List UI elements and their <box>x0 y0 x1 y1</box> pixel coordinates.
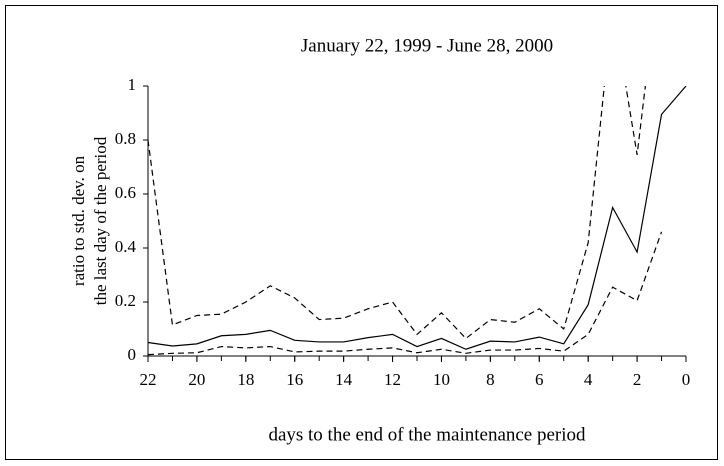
x-axis-label: days to the end of the maintenance perio… <box>268 424 586 445</box>
y-axis-label: ratio to std. dev. on <box>69 155 88 286</box>
frame <box>5 5 718 460</box>
x-tick-label: 22 <box>140 370 157 389</box>
y-axis-label: the last day of the period <box>91 136 110 305</box>
series-line <box>147 86 687 350</box>
series-line <box>147 86 646 340</box>
x-tick-label: 2 <box>633 370 642 389</box>
chart-title: January 22, 1999 - June 28, 2000 <box>301 35 553 56</box>
x-tick-label: 8 <box>486 370 495 389</box>
y-tick-label: 1 <box>128 75 137 94</box>
y-tick-label: 0.6 <box>115 183 136 202</box>
y-tick-label: 0 <box>128 345 137 364</box>
y-tick-label: 0.8 <box>115 129 136 148</box>
x-tick-label: 14 <box>335 370 353 389</box>
x-tick-label: 10 <box>433 370 450 389</box>
x-tick-label: 20 <box>188 370 205 389</box>
y-tick-label: 0.4 <box>115 237 137 256</box>
x-tick-label: 18 <box>237 370 254 389</box>
x-tick-label: 12 <box>384 370 401 389</box>
x-tick-label: 16 <box>286 370 303 389</box>
x-tick-label: 6 <box>535 370 544 389</box>
x-tick-label: 4 <box>584 370 593 389</box>
y-tick-label: 0.2 <box>115 291 136 310</box>
series-line <box>147 231 663 356</box>
x-tick-label: 0 <box>682 370 691 389</box>
